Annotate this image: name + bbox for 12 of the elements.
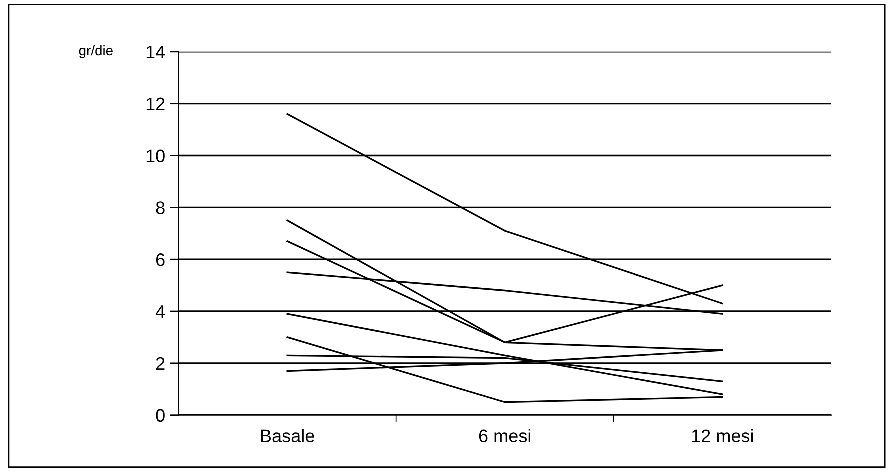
y-tick-label: 12 (146, 98, 165, 110)
y-tick-label: 2 (156, 357, 165, 370)
y-tick-label: 14 (146, 46, 166, 58)
y-axis-title: gr/die (79, 45, 113, 58)
x-tick-label: Basale (261, 429, 314, 443)
x-tick-label: 6 mesi (479, 429, 530, 443)
y-tick-label: 6 (156, 254, 165, 266)
y-tick-label: 0 (156, 409, 165, 422)
y-tick-label: 8 (156, 202, 165, 214)
x-tick-label: 12 mesi (692, 429, 754, 443)
y-tick-label: 10 (146, 150, 165, 162)
y-tick-label: 4 (156, 306, 166, 318)
